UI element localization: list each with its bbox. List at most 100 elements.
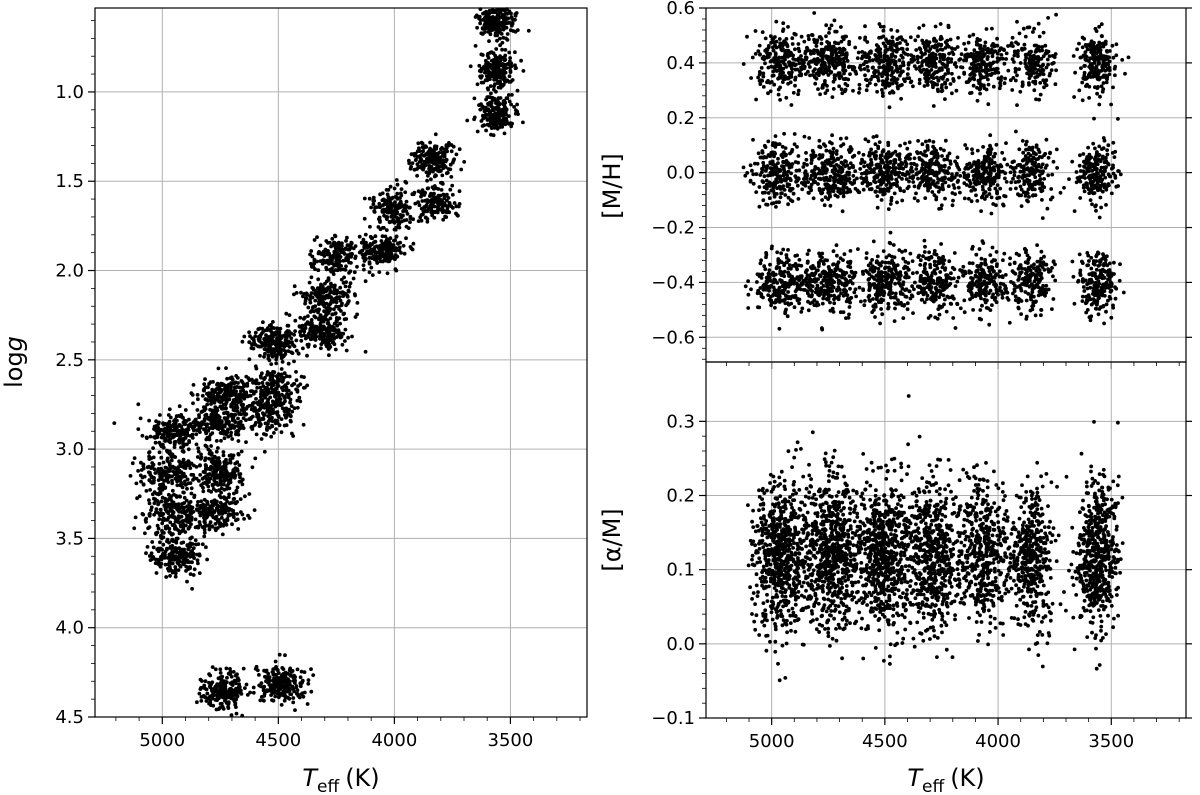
scatter-point xyxy=(236,381,240,385)
scatter-point xyxy=(346,247,350,252)
scatter-point xyxy=(344,348,349,353)
scatter-point xyxy=(274,357,279,362)
scatter-point xyxy=(224,366,228,370)
scatter-point xyxy=(818,92,822,97)
scatter-point xyxy=(211,459,216,463)
scatter-point xyxy=(391,209,396,214)
scatter-point xyxy=(311,265,316,269)
scatter-point xyxy=(171,469,175,474)
scatter-point xyxy=(853,45,858,50)
scatter-point xyxy=(508,56,512,60)
scatter-point xyxy=(299,334,304,338)
scatter-point xyxy=(327,326,332,331)
scatter-point xyxy=(216,446,220,450)
scatter-point xyxy=(167,559,172,564)
scatter-point xyxy=(428,155,433,160)
scatter-point xyxy=(217,488,222,493)
scatter-point xyxy=(206,472,210,477)
scatter-point xyxy=(281,378,285,383)
scatter-point xyxy=(288,397,293,402)
scatter-point xyxy=(788,80,793,85)
scatter-point xyxy=(503,79,508,84)
scatter-point xyxy=(844,56,848,60)
scatter-point xyxy=(176,476,181,481)
scatter-point xyxy=(745,34,749,39)
scatter-point xyxy=(151,446,156,450)
scatter-point xyxy=(362,196,367,201)
scatter-point xyxy=(404,199,409,204)
scatter-point xyxy=(229,402,234,407)
scatter-point xyxy=(501,82,506,87)
scatter-point xyxy=(218,667,223,672)
scatter-point xyxy=(201,470,206,474)
scatter-point xyxy=(384,188,389,192)
scatter-point xyxy=(346,288,351,293)
y-tick-label: 1.0 xyxy=(55,82,84,103)
y-tick-label: 4.0 xyxy=(55,618,84,639)
scatter-point xyxy=(181,524,186,529)
scatter-point xyxy=(508,11,513,16)
scatter-point xyxy=(436,187,441,191)
scatter-point xyxy=(236,527,241,531)
scatter-point xyxy=(498,36,502,41)
scatter-point xyxy=(331,328,336,332)
scatter-point xyxy=(193,525,198,530)
scatter-point xyxy=(499,75,504,80)
scatter-point xyxy=(214,514,219,519)
scatter-point xyxy=(214,439,219,443)
scatter-point xyxy=(309,249,314,253)
panel-logg-xlabel: Teff (K) xyxy=(302,764,379,795)
scatter-point xyxy=(503,57,508,62)
scatter-point xyxy=(182,495,187,500)
scatter-point xyxy=(148,488,153,492)
scatter-point xyxy=(174,433,179,437)
scatter-point xyxy=(418,159,423,164)
scatter-point xyxy=(132,456,137,460)
y-tick-label: 2.5 xyxy=(55,350,84,371)
scatter-point xyxy=(205,482,209,487)
scatter-point xyxy=(514,108,518,113)
scatter-point xyxy=(335,288,339,293)
scatter-point xyxy=(299,692,304,697)
scatter-point xyxy=(382,202,386,207)
scatter-point xyxy=(766,91,770,96)
scatter-point xyxy=(208,685,213,690)
scatter-point xyxy=(763,36,768,41)
scatter-point xyxy=(130,461,135,466)
scatter-point xyxy=(335,295,339,299)
scatter-point xyxy=(234,691,239,695)
scatter-point xyxy=(251,685,256,690)
scatter-point xyxy=(786,25,790,29)
scatter-point xyxy=(774,19,779,24)
scatter-point xyxy=(393,200,397,205)
scatter-point xyxy=(168,466,172,471)
scatter-point xyxy=(136,469,141,473)
scatter-point xyxy=(225,389,230,394)
scatter-point xyxy=(761,85,766,89)
scatter-point xyxy=(332,291,336,296)
scatter-point xyxy=(221,453,226,458)
scatter-point xyxy=(787,75,792,80)
scatter-point xyxy=(140,475,145,480)
scatter-point xyxy=(151,462,156,467)
scatter-point xyxy=(786,48,791,53)
scatter-point xyxy=(221,450,226,454)
scatter-point xyxy=(468,64,473,69)
scatter-point xyxy=(431,169,435,174)
scatter-point xyxy=(186,547,191,552)
scatter-point xyxy=(507,99,512,104)
scatter-point xyxy=(477,63,482,68)
scatter-point xyxy=(199,699,204,703)
scatter-point xyxy=(236,416,240,421)
scatter-point xyxy=(143,531,147,536)
scatter-point xyxy=(275,683,279,687)
scatter-point xyxy=(153,561,158,566)
scatter-point xyxy=(776,92,781,97)
scatter-point xyxy=(303,326,308,331)
scatter-point xyxy=(154,419,159,424)
scatter-point xyxy=(173,565,178,569)
scatter-point xyxy=(497,111,502,115)
scatter-point xyxy=(788,72,793,76)
scatter-point xyxy=(159,561,164,566)
scatter-point xyxy=(166,566,170,571)
